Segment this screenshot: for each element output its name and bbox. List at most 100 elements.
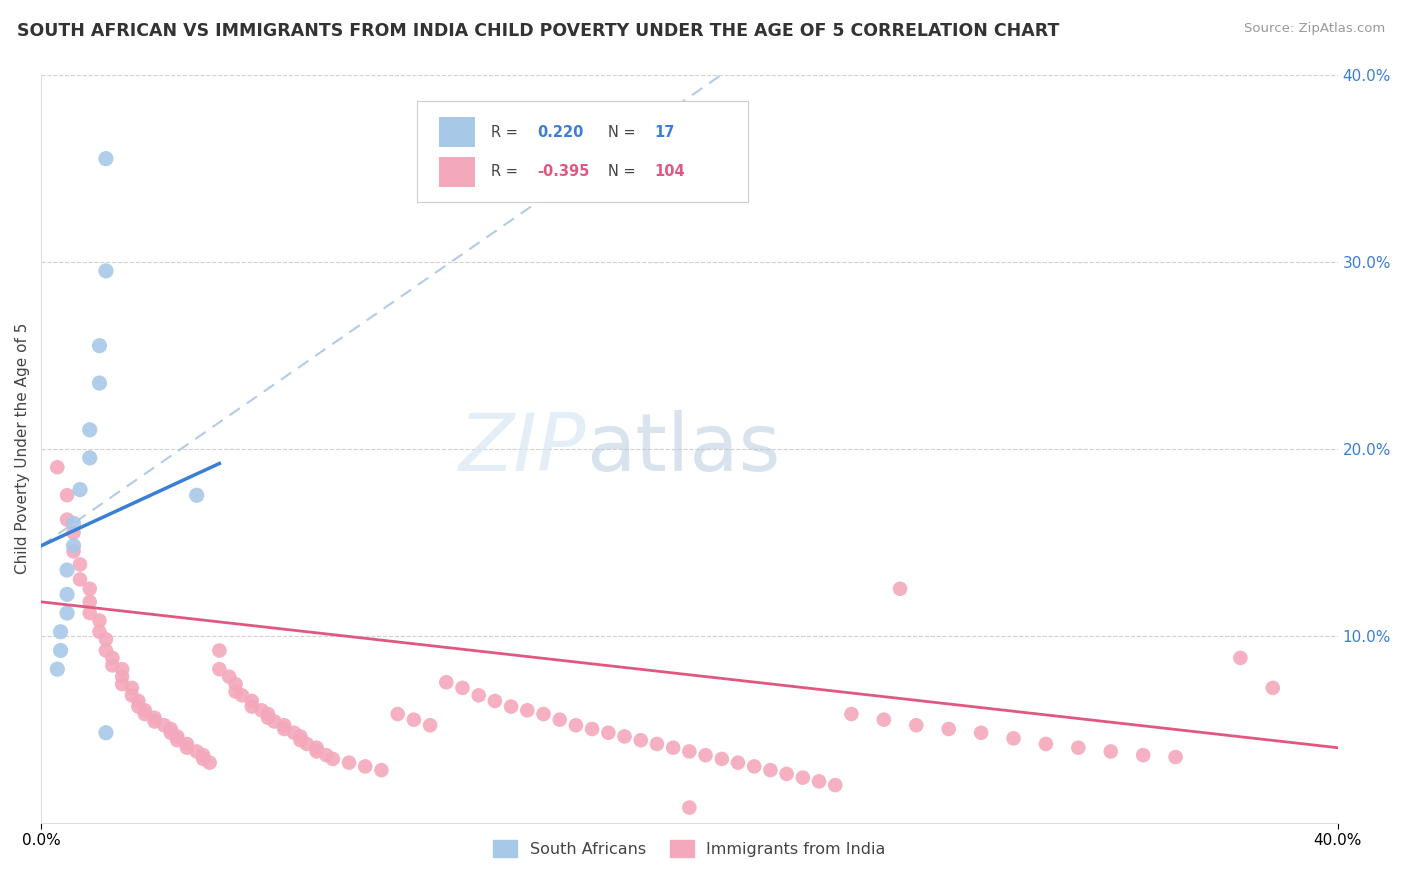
Point xyxy=(240,694,263,708)
Bar xyxy=(439,117,475,147)
Point xyxy=(134,703,156,717)
Point xyxy=(56,488,79,502)
Point xyxy=(176,740,198,755)
Point xyxy=(94,725,117,739)
Point xyxy=(79,423,101,437)
Point xyxy=(354,759,377,773)
Point xyxy=(111,670,134,684)
Text: R =: R = xyxy=(491,125,517,140)
Text: ZIP: ZIP xyxy=(458,409,586,488)
Point xyxy=(225,684,247,698)
Point xyxy=(69,558,91,572)
Point xyxy=(678,744,700,758)
Point xyxy=(1035,737,1057,751)
Point xyxy=(1261,681,1284,695)
Point xyxy=(94,264,117,278)
Point xyxy=(695,748,717,763)
Point xyxy=(257,711,280,725)
Point xyxy=(257,706,280,721)
Point xyxy=(94,643,117,657)
Point xyxy=(79,595,101,609)
Text: N =: N = xyxy=(607,164,636,179)
Point xyxy=(46,460,69,475)
Point xyxy=(565,718,588,732)
Point xyxy=(775,767,797,781)
Legend: South Africans, Immigrants from India: South Africans, Immigrants from India xyxy=(486,834,893,863)
Point xyxy=(273,718,295,732)
Point xyxy=(94,152,117,166)
Point xyxy=(166,730,188,744)
Point xyxy=(645,737,668,751)
Point xyxy=(501,699,523,714)
Point xyxy=(46,662,69,676)
Point xyxy=(208,662,231,676)
Point xyxy=(905,718,928,732)
Point xyxy=(56,563,79,577)
Point xyxy=(186,488,208,502)
Point xyxy=(938,722,960,736)
Text: 104: 104 xyxy=(654,164,685,179)
Text: 0.220: 0.220 xyxy=(537,125,583,140)
Point xyxy=(62,544,84,558)
Point xyxy=(231,689,253,703)
Point xyxy=(56,512,79,526)
Point xyxy=(824,778,846,792)
Text: SOUTH AFRICAN VS IMMIGRANTS FROM INDIA CHILD POVERTY UNDER THE AGE OF 5 CORRELAT: SOUTH AFRICAN VS IMMIGRANTS FROM INDIA C… xyxy=(17,22,1059,40)
Point xyxy=(89,614,111,628)
Point xyxy=(111,662,134,676)
Point xyxy=(153,718,176,732)
Point xyxy=(208,643,231,657)
Point xyxy=(305,744,328,758)
Point xyxy=(127,699,149,714)
Point xyxy=(613,730,636,744)
Point xyxy=(533,706,555,721)
Point xyxy=(710,752,733,766)
Point xyxy=(134,706,156,721)
Point xyxy=(89,339,111,353)
Point xyxy=(419,718,441,732)
Point xyxy=(467,689,489,703)
Point xyxy=(1099,744,1122,758)
Point xyxy=(305,740,328,755)
Point xyxy=(1132,748,1154,763)
Point xyxy=(49,624,72,639)
Point xyxy=(581,722,603,736)
Point xyxy=(290,733,312,747)
Point xyxy=(62,516,84,531)
Point xyxy=(69,483,91,497)
Point xyxy=(451,681,474,695)
Point xyxy=(62,525,84,540)
Point xyxy=(79,606,101,620)
Point xyxy=(742,759,765,773)
Point xyxy=(678,800,700,814)
Text: Source: ZipAtlas.com: Source: ZipAtlas.com xyxy=(1244,22,1385,36)
Point xyxy=(193,752,215,766)
Point xyxy=(322,752,344,766)
Point xyxy=(295,737,318,751)
Point xyxy=(94,632,117,647)
FancyBboxPatch shape xyxy=(418,101,748,202)
Point xyxy=(792,771,814,785)
Point xyxy=(79,450,101,465)
Point xyxy=(198,756,221,770)
Point xyxy=(808,774,831,789)
Point xyxy=(273,722,295,736)
Point xyxy=(370,763,392,777)
Point xyxy=(1067,740,1090,755)
Point xyxy=(143,714,166,729)
Point xyxy=(402,713,425,727)
Point xyxy=(873,713,896,727)
Point xyxy=(101,658,124,673)
Point xyxy=(89,376,111,390)
Point xyxy=(186,744,208,758)
Point xyxy=(127,694,149,708)
Point xyxy=(69,573,91,587)
Y-axis label: Child Poverty Under the Age of 5: Child Poverty Under the Age of 5 xyxy=(15,323,30,574)
Point xyxy=(121,689,143,703)
Point xyxy=(598,725,620,739)
Point xyxy=(484,694,506,708)
Text: 17: 17 xyxy=(654,125,675,140)
Bar xyxy=(439,157,475,186)
Point xyxy=(630,733,652,747)
Point xyxy=(111,677,134,691)
